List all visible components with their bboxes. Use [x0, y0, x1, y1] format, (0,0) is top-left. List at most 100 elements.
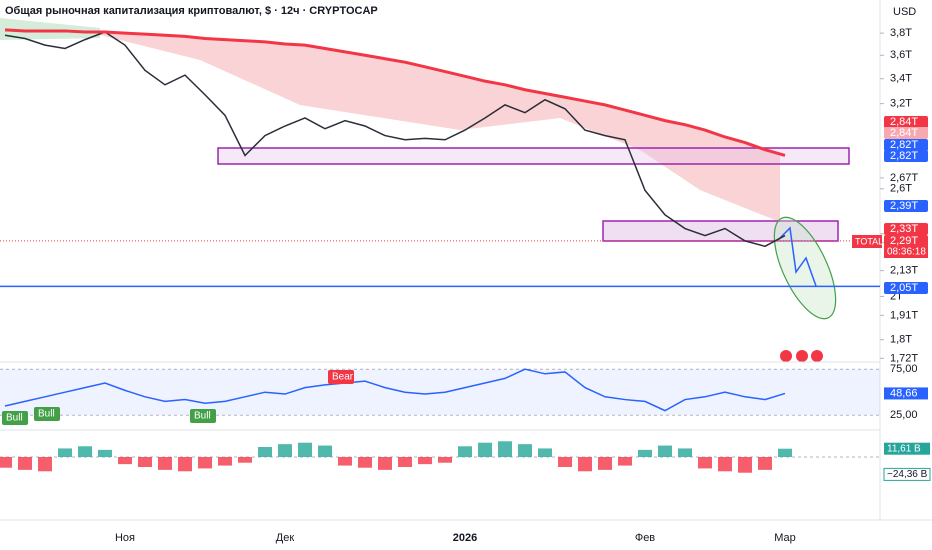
- arrow: [777, 226, 817, 287]
- signal-box: [2, 411, 28, 425]
- last-label-box: [884, 387, 928, 400]
- histogram-bar: [518, 444, 532, 457]
- histogram-bar: [358, 457, 372, 468]
- y-tick-label: 75,00: [890, 363, 918, 375]
- histogram-bar: [38, 457, 52, 472]
- icon: [780, 350, 792, 362]
- price-label-box: [884, 235, 928, 247]
- histogram-bar: [18, 457, 32, 470]
- countdown-box: [884, 246, 928, 258]
- price-label-box: [884, 116, 928, 128]
- histogram-bar: [278, 444, 292, 457]
- histogram-bar: [378, 457, 392, 470]
- series-line: [4, 28, 786, 157]
- price-label: 2,29T: [890, 235, 918, 247]
- histogram-bar: [698, 457, 712, 469]
- histogram-bar: [558, 457, 572, 467]
- histogram-bar: [458, 446, 472, 457]
- price-label-box: [884, 150, 928, 162]
- y-tick-label: 2,6T: [890, 183, 912, 195]
- price-label: 2,84T: [890, 127, 918, 139]
- histogram-bar: [438, 457, 452, 463]
- signal-box: [34, 407, 60, 421]
- signal-box: [328, 370, 354, 384]
- x-tick-label: Ноя: [115, 532, 135, 544]
- signal-box: [190, 409, 216, 423]
- histogram-bar: [158, 457, 172, 470]
- y-tick-label: 2,67T: [890, 172, 918, 184]
- price-label: 2,82T: [890, 139, 918, 151]
- y-tick-label: 3,8T: [890, 27, 912, 39]
- histogram-bar: [138, 457, 152, 467]
- histogram-bar: [298, 442, 312, 457]
- price-label-box: [884, 139, 928, 151]
- price-label: 2,05T: [890, 282, 918, 294]
- price-label-box: [884, 223, 928, 235]
- histogram-bar: [218, 457, 232, 466]
- ellipse: [773, 216, 837, 320]
- histogram-bar: [338, 457, 352, 466]
- x-tick-label: 2026: [453, 532, 477, 544]
- symbol-box: [852, 235, 882, 248]
- series-line: [4, 31, 786, 248]
- histogram-bar: [238, 457, 252, 463]
- zone: [217, 147, 850, 165]
- histogram-bar: [578, 457, 592, 472]
- pane-label-box: [884, 442, 930, 455]
- y-tick-label: 1,8T: [890, 334, 912, 346]
- signal-label: Bull: [6, 413, 23, 424]
- price-label: 2,33T: [890, 223, 918, 235]
- y-tick-label: 2,13T: [890, 265, 918, 277]
- price-label: 2,82T: [890, 150, 918, 162]
- histogram-bar: [678, 448, 692, 457]
- signal-label: Bull: [194, 411, 211, 422]
- histogram-bar: [198, 457, 212, 469]
- ma-fill: [100, 32, 780, 222]
- y-tick-label: 3,2T: [890, 98, 912, 110]
- y-tick-label: 3,4T: [890, 73, 912, 85]
- countdown: 08:36:18: [887, 247, 926, 258]
- icon: [811, 350, 823, 362]
- histogram-bar: [658, 445, 672, 457]
- histogram-bar: [718, 457, 732, 472]
- pane-label-box: [883, 467, 931, 481]
- histogram-bar: [58, 448, 72, 457]
- series-line: [4, 368, 786, 412]
- pane-label: −24,36 B: [887, 469, 928, 480]
- histogram-bar: [538, 448, 552, 457]
- histogram-bar: [758, 457, 772, 470]
- y-tick-label: 1,72T: [890, 352, 918, 364]
- chart-title: Общая рыночная капитализация криптовалют…: [5, 5, 378, 17]
- histogram-bar: [478, 442, 492, 457]
- last-label: 48,66: [890, 387, 918, 399]
- histogram-bar: [618, 457, 632, 466]
- y-tick-label: 1,91T: [890, 309, 918, 321]
- histogram-bar: [418, 457, 432, 465]
- histogram-bar: [118, 457, 132, 465]
- histogram-bar: [258, 447, 272, 457]
- price-label-box: [884, 200, 928, 212]
- histogram-bar: [0, 457, 12, 468]
- price-label: 2,84T: [890, 116, 918, 128]
- histogram-bar: [738, 457, 752, 473]
- currency: USD: [893, 6, 916, 18]
- signal-label: Bull: [38, 409, 55, 420]
- histogram-bar: [598, 457, 612, 470]
- x-tick-label: Мар: [774, 532, 796, 544]
- histogram-bar: [778, 448, 792, 457]
- histogram-bar: [638, 449, 652, 457]
- histogram-bar: [98, 449, 112, 457]
- price-label-box: [884, 282, 928, 294]
- symbol: TOTAL: [855, 236, 883, 246]
- histogram-bar: [178, 457, 192, 472]
- histogram-bar: [78, 446, 92, 457]
- price-label-box: [884, 127, 928, 139]
- y-tick-label: 25,00: [890, 409, 918, 421]
- signal-label: Bear: [332, 372, 354, 383]
- price-label: 2,39T: [890, 200, 918, 212]
- x-tick-label: Фев: [635, 532, 655, 544]
- green-fill: [0, 18, 100, 40]
- icon: [796, 350, 808, 362]
- y-tick-label: 3,6T: [890, 49, 912, 61]
